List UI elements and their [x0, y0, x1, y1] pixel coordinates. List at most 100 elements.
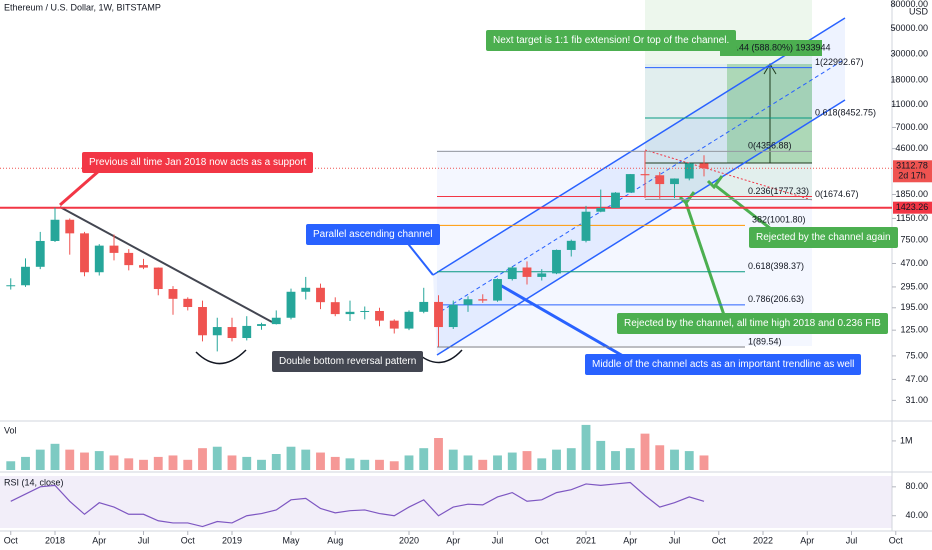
volume-bar [227, 455, 237, 470]
volume-bar [198, 448, 207, 470]
candle-body [537, 273, 547, 277]
volume-bar [65, 449, 75, 470]
candle-body [566, 240, 576, 250]
price-tag [893, 160, 932, 183]
volume-bar [6, 461, 16, 470]
last-price-label: 3112.78 [896, 161, 928, 171]
support-tag [893, 201, 932, 214]
volume-bar [684, 451, 694, 470]
y-tick-label: 4600.00 [895, 143, 928, 153]
dotted-guide [644, 149, 813, 201]
x-tick-label: Apr [800, 535, 814, 545]
x-tick-label: Oct [535, 535, 550, 545]
volume-bar [699, 455, 709, 470]
candle-body [360, 310, 370, 312]
annotation: Previous all time Jan 2018 now acts as a… [82, 152, 314, 173]
volume-bar [655, 445, 665, 470]
candle-body [434, 301, 443, 328]
volume-bar [139, 459, 148, 470]
candle-body [80, 233, 89, 273]
x-tick-label: Jul [846, 535, 858, 545]
channel-fill [433, 18, 845, 355]
fib-label: 1(89.54) [748, 336, 782, 346]
candle-body [198, 307, 207, 336]
y-tick-label: 125.00 [900, 325, 928, 335]
volume-bar [581, 424, 591, 470]
trendline [59, 206, 273, 323]
rsi-tick-label: 40.00 [905, 510, 928, 520]
candle-body [640, 174, 650, 176]
annotation: Next target is 1:1 fib extension! Or top… [486, 30, 737, 51]
candle-body [109, 245, 119, 253]
candle-body [611, 192, 620, 208]
candle-body [699, 163, 709, 169]
x-tick-label: Apr [623, 535, 637, 545]
bottom-arc [195, 349, 247, 365]
y-tick-label: 80000.00 [890, 0, 928, 9]
y-tick-label: 7000.00 [895, 122, 928, 132]
x-tick-label: 2019 [222, 535, 242, 545]
x-tick-label: Jul [492, 535, 504, 545]
candle-body [581, 211, 591, 241]
candle-body [257, 324, 266, 326]
x-tick-label: 2020 [399, 535, 419, 545]
pointer [59, 168, 101, 207]
candle-body [94, 245, 104, 273]
volume-bar [345, 458, 355, 470]
volume-bar [316, 452, 325, 470]
candle-body [389, 320, 399, 329]
candle-body [6, 285, 16, 287]
candle-body [65, 219, 75, 234]
volume-bar [640, 433, 650, 470]
candle-body [463, 299, 473, 305]
x-tick-label: Jul [138, 535, 150, 545]
y-tick-label: 50000.00 [890, 23, 928, 33]
y-tick-label: 1150.00 [896, 213, 928, 223]
x-tick-label: Oct [181, 535, 196, 545]
candle-body [35, 240, 45, 267]
annotation: Parallel ascending channel [306, 224, 440, 245]
annotation: Rejected by the channel, all time high 2… [617, 313, 888, 334]
volume-bar [670, 449, 679, 470]
fib-label: 382(1001.80) [752, 215, 806, 225]
candle-body [316, 287, 325, 303]
candle-body [50, 219, 60, 241]
volume-bar [109, 455, 119, 470]
y-tick-label: 195.00 [900, 302, 928, 312]
volume-bar [566, 448, 576, 470]
candle-body [448, 304, 458, 328]
candle-body [522, 267, 532, 277]
rsi-band [0, 476, 892, 528]
volume-bar [301, 449, 311, 470]
candle-body [404, 311, 414, 329]
pointer [404, 239, 434, 276]
x-tick-label: Oct [4, 535, 19, 545]
x-tick-label: Apr [446, 535, 460, 545]
volume-bar [463, 455, 473, 470]
candle-body [507, 267, 517, 280]
volume-bar [242, 456, 252, 470]
rsi-line [10, 481, 705, 528]
fib-label: 0(4356.88) [748, 141, 792, 151]
volume-bar [124, 458, 134, 470]
rsi-tick-label: 80.00 [905, 481, 928, 491]
volume-bar [94, 451, 104, 470]
x-tick-label: Apr [92, 535, 106, 545]
pointer [684, 202, 727, 319]
volume-bar [153, 456, 163, 470]
volume-bar [375, 459, 384, 470]
volume-bar [257, 459, 266, 470]
x-tick-label: Oct [889, 535, 904, 545]
volume-bar [330, 456, 340, 470]
volume-bar [168, 455, 178, 470]
volume-bar [360, 459, 370, 470]
candle-body [286, 291, 296, 318]
fib-label: 0.786(206.63) [748, 294, 804, 304]
y-tick-label: 295.00 [900, 281, 928, 291]
volume-bar [552, 449, 561, 470]
fib-label: 0.618(398.37) [748, 261, 804, 271]
fib-label: 0(1674.67) [815, 189, 859, 199]
volume-bar [212, 446, 222, 470]
x-tick-label: 2022 [753, 535, 773, 545]
candle-body [478, 299, 488, 301]
